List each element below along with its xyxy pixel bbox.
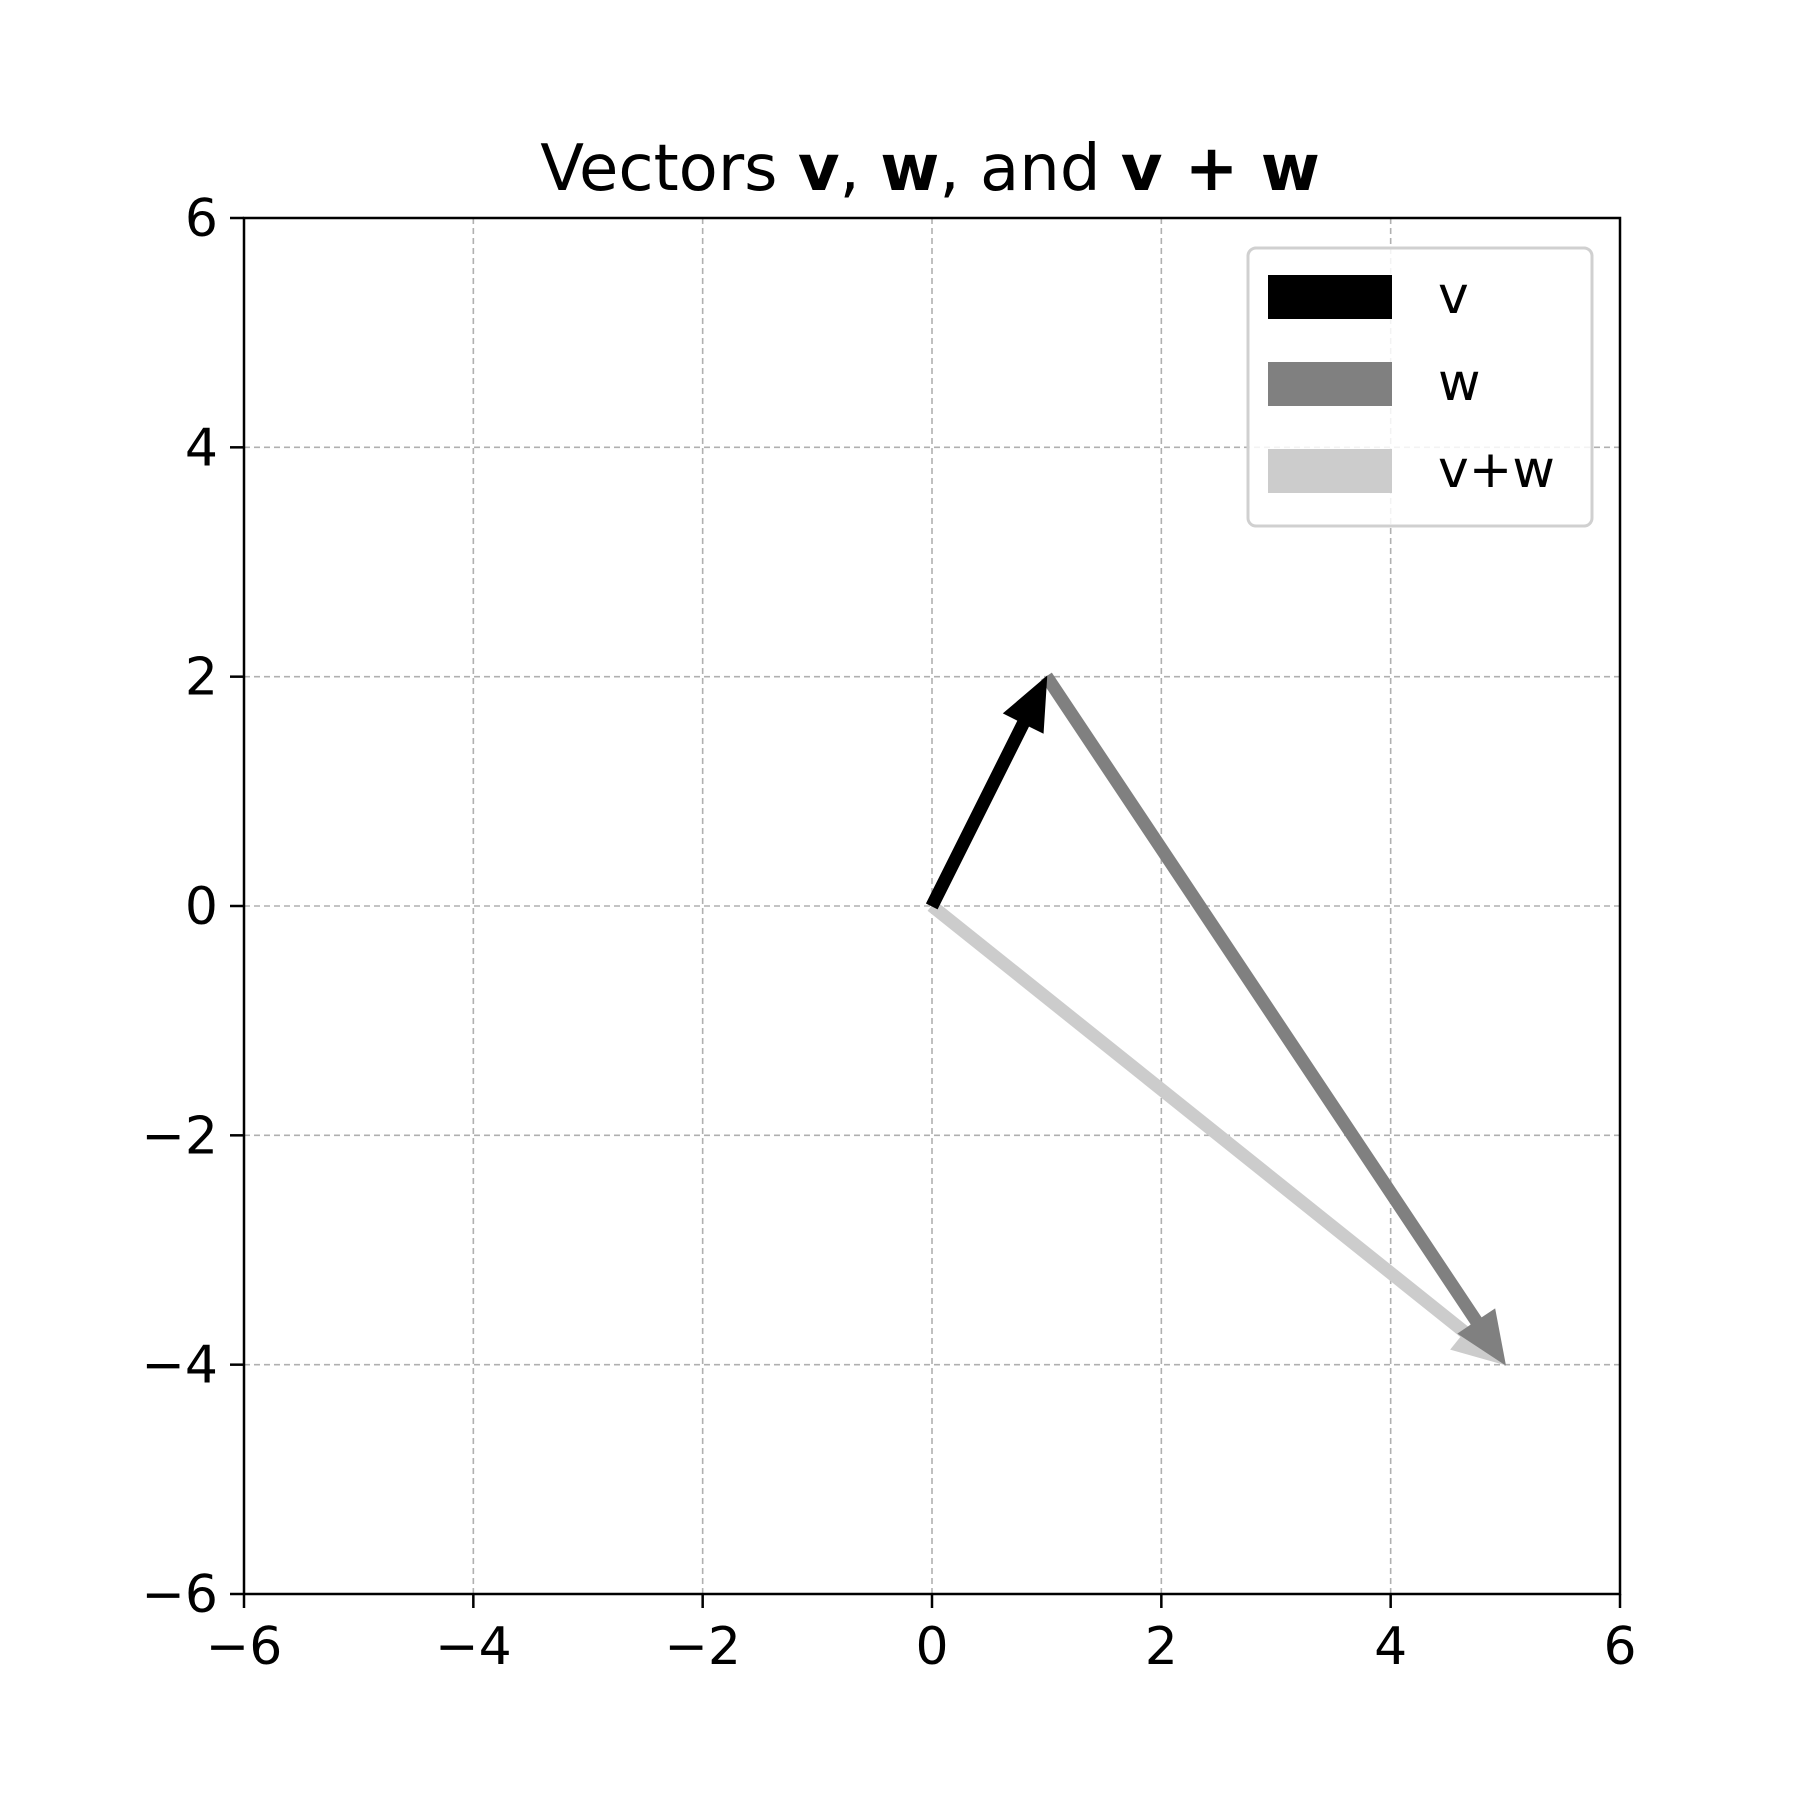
title-part-2: , (840, 132, 881, 206)
vectors (925, 672, 1507, 1366)
y-tick-label: −4 (141, 1336, 218, 1396)
x-tick-label: 6 (1603, 1617, 1636, 1677)
axis-ticks: −6 −4 −2 0 2 4 6 −6 −4 −2 0 2 4 6 (141, 189, 1636, 1677)
y-tick-label: 4 (185, 418, 218, 478)
y-tick-label: −2 (141, 1106, 218, 1166)
legend: vw v+w (1246, 246, 1594, 528)
vector-w (1041, 672, 1507, 1366)
title-part-1: v (798, 132, 840, 206)
legend-swatch-0 (1268, 275, 1392, 319)
title-part-5: v + w (1121, 132, 1320, 206)
legend-label: w (1438, 353, 1481, 413)
legend-swatch-1 (1268, 362, 1392, 406)
x-tick-label: −4 (435, 1617, 512, 1677)
legend-label: v (1438, 266, 1469, 326)
x-tick-label: 0 (915, 1617, 948, 1677)
title-part-3: w (880, 132, 939, 206)
chart-title: Vectors v, w, and v + w (540, 132, 1320, 206)
y-tick-label: −6 (141, 1565, 218, 1625)
title-part-0: Vectors (540, 132, 798, 206)
x-tick-label: 4 (1374, 1617, 1407, 1677)
vector-v (925, 675, 1048, 910)
x-tick-label: −6 (206, 1617, 283, 1677)
title-part-4: , and (939, 132, 1120, 206)
y-tick-label: 0 (185, 877, 218, 937)
x-tick-label: 2 (1145, 1617, 1178, 1677)
y-tick-label: 2 (185, 648, 218, 708)
legend-swatch-2 (1268, 449, 1392, 493)
x-tick-label: −2 (664, 1617, 741, 1677)
y-tick-label: 6 (185, 189, 218, 249)
legend-label: v+w (1438, 440, 1555, 500)
